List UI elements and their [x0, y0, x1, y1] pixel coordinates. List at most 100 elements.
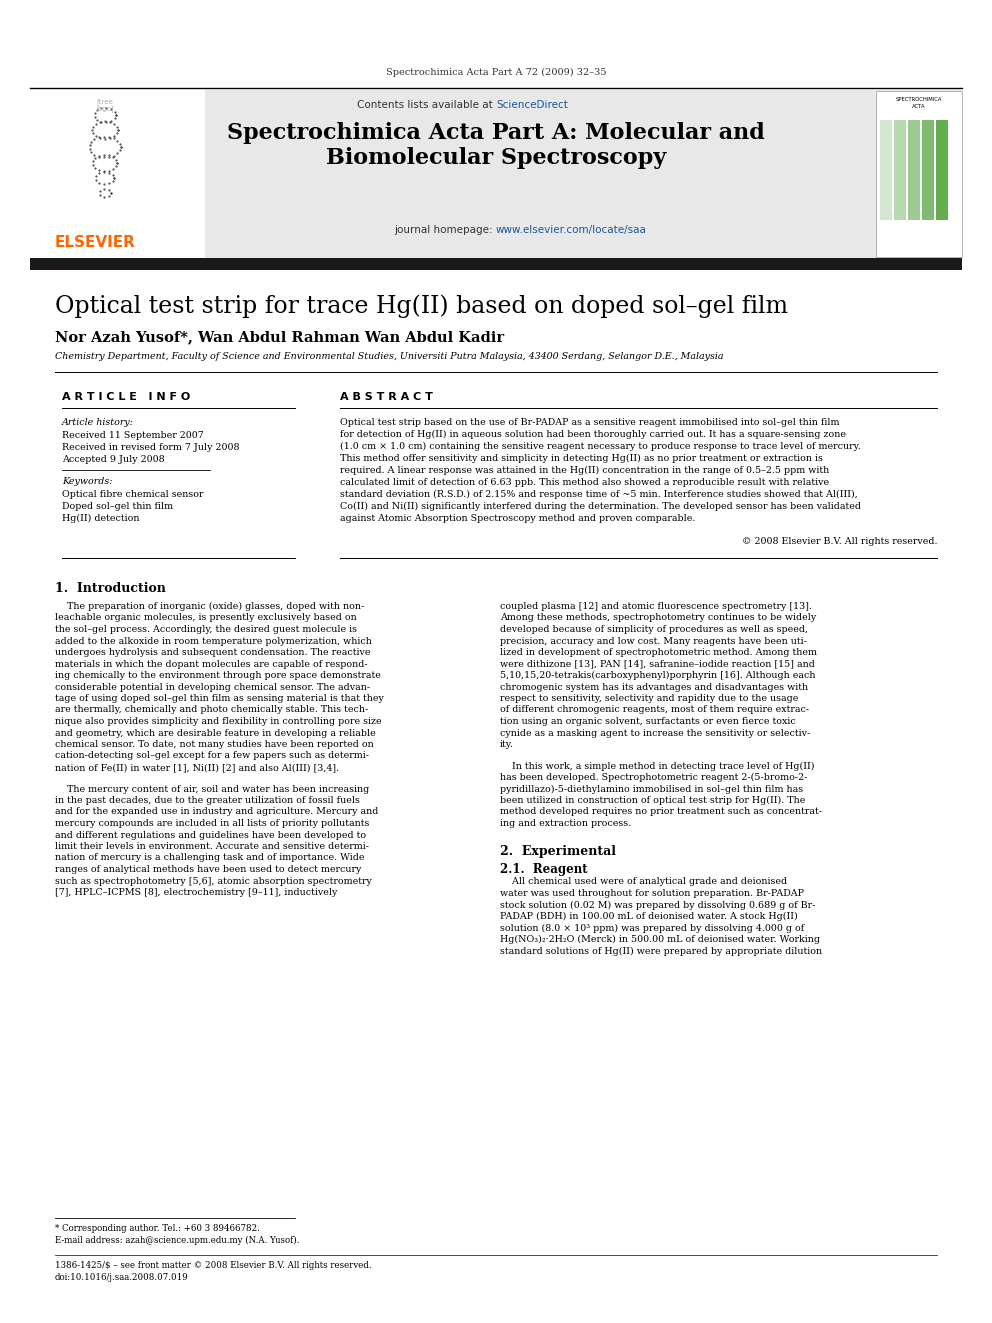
Text: nique also provides simplicity and flexibility in controlling pore size: nique also provides simplicity and flexi…	[55, 717, 382, 726]
Point	[85, 123, 101, 144]
Text: were dithizone [13], PAN [14], safranine–iodide reaction [15] and: were dithizone [13], PAN [14], safranine…	[500, 659, 814, 668]
Point	[112, 140, 128, 161]
Text: [tree
logo]: [tree logo]	[96, 98, 114, 112]
Text: pyridillazo)-5-diethylamino immobilised in sol–gel thin film has: pyridillazo)-5-diethylamino immobilised …	[500, 785, 804, 794]
Point	[85, 153, 101, 175]
Point	[108, 105, 124, 126]
Text: Accepted 9 July 2008: Accepted 9 July 2008	[62, 455, 165, 464]
Text: ing and extraction process.: ing and extraction process.	[500, 819, 631, 828]
Text: Co(II) and Ni(II) significantly interfered during the determination. The develop: Co(II) and Ni(II) significantly interfer…	[340, 501, 861, 511]
Point	[104, 171, 120, 192]
Point	[85, 116, 101, 138]
Point	[92, 111, 108, 132]
Point	[109, 130, 125, 151]
Bar	[880, 120, 892, 220]
Text: SPECTROCHIMICA: SPECTROCHIMICA	[896, 97, 942, 102]
Point	[86, 103, 102, 124]
Text: Doped sol–gel thin film: Doped sol–gel thin film	[62, 501, 174, 511]
Point	[97, 128, 113, 149]
Text: ity.: ity.	[500, 740, 514, 749]
Point	[84, 119, 100, 140]
Text: Chemistry Department, Faculty of Science and Environmental Studies, Universiti P: Chemistry Department, Faculty of Science…	[55, 352, 723, 361]
Point	[108, 149, 124, 171]
Text: leachable organic molecules, is presently exclusively based on: leachable organic molecules, is presentl…	[55, 614, 357, 623]
Text: In this work, a simple method in detecting trace level of Hg(II): In this work, a simple method in detecti…	[500, 762, 814, 770]
Point	[105, 128, 121, 149]
Point	[101, 180, 117, 201]
Point	[89, 110, 105, 131]
Point	[87, 157, 103, 179]
Point	[108, 156, 124, 177]
Point	[101, 147, 117, 168]
Text: standard deviation (R.S.D.) of 2.15% and response time of ~5 min. Interference s: standard deviation (R.S.D.) of 2.15% and…	[340, 490, 858, 499]
Text: ACTA: ACTA	[913, 105, 926, 108]
Text: has been developed. Spectrophotometric reagent 2-(5-bromo-2-: has been developed. Spectrophotometric r…	[500, 773, 807, 782]
Text: The mercury content of air, soil and water has been increasing: The mercury content of air, soil and wat…	[55, 785, 369, 794]
Point	[91, 146, 107, 167]
Point	[83, 142, 99, 163]
Point	[105, 159, 121, 180]
Text: mercury compounds are included in all lists of priority pollutants: mercury compounds are included in all li…	[55, 819, 369, 828]
Bar	[30, 258, 962, 270]
Point	[106, 101, 122, 122]
Point	[96, 126, 112, 147]
Bar	[894, 120, 906, 220]
Text: materials in which the dopant molecules are capable of respond-: materials in which the dopant molecules …	[55, 659, 368, 668]
Point	[109, 143, 125, 164]
Text: precision, accuracy and low cost. Many reagents have been uti-: precision, accuracy and low cost. Many r…	[500, 636, 806, 646]
Text: PADAP (BDH) in 100.00 mL of deionised water. A stock Hg(II): PADAP (BDH) in 100.00 mL of deionised wa…	[500, 912, 798, 921]
Point	[93, 111, 109, 132]
Text: and geometry, which are desirable feature in developing a reliable: and geometry, which are desirable featur…	[55, 729, 376, 737]
Text: 1.  Introduction: 1. Introduction	[55, 582, 166, 595]
Point	[106, 126, 122, 147]
Point	[92, 127, 108, 148]
Text: journal homepage:: journal homepage:	[394, 225, 496, 235]
Point	[85, 151, 101, 172]
Point	[98, 98, 114, 119]
Point	[101, 185, 117, 206]
Text: tion using an organic solvent, surfactants or even fierce toxic: tion using an organic solvent, surfactan…	[500, 717, 796, 726]
Text: calculated limit of detection of 6.63 ppb. This method also showed a reproducibl: calculated limit of detection of 6.63 pp…	[340, 478, 829, 487]
Text: added to the alkoxide in room temperature polymerization, which: added to the alkoxide in room temperatur…	[55, 636, 372, 646]
Point	[91, 159, 107, 180]
Point	[106, 107, 122, 128]
Text: Hg(NO₃)₂·2H₂O (Merck) in 500.00 mL of deionised water. Working: Hg(NO₃)₂·2H₂O (Merck) in 500.00 mL of de…	[500, 935, 820, 945]
Text: The preparation of inorganic (oxide) glasses, doped with non-: The preparation of inorganic (oxide) gla…	[55, 602, 364, 611]
Point	[101, 126, 117, 147]
Text: required. A linear response was attained in the Hg(II) concentration in the rang: required. A linear response was attained…	[340, 466, 829, 475]
Text: water was used throughout for solution preparation. Br-PADAP: water was used throughout for solution p…	[500, 889, 804, 898]
Text: All chemical used were of analytical grade and deionised: All chemical used were of analytical gra…	[500, 877, 787, 886]
Point	[113, 136, 129, 157]
Point	[113, 136, 129, 157]
Text: such as spectrophotometry [5,6], atomic absorption spectrometry: such as spectrophotometry [5,6], atomic …	[55, 877, 372, 885]
Text: Biomolecular Spectroscopy: Biomolecular Spectroscopy	[326, 147, 666, 169]
Point	[96, 144, 112, 165]
Point	[89, 99, 105, 120]
Point	[109, 152, 125, 173]
Text: standard solutions of Hg(II) were prepared by appropriate dilution: standard solutions of Hg(II) were prepar…	[500, 946, 822, 955]
Point	[109, 116, 125, 138]
Point	[106, 168, 122, 189]
Text: developed because of simplicity of procedures as well as speed,: developed because of simplicity of proce…	[500, 624, 808, 634]
Text: A B S T R A C T: A B S T R A C T	[340, 392, 433, 402]
Text: considerable potential in developing chemical sensor. The advan-: considerable potential in developing che…	[55, 683, 370, 692]
Bar	[876, 91, 962, 257]
Point	[108, 105, 124, 126]
Point	[93, 98, 109, 119]
Text: nation of mercury is a challenging task and of importance. Wide: nation of mercury is a challenging task …	[55, 853, 364, 863]
Text: and different regulations and guidelines have been developed to: and different regulations and guidelines…	[55, 831, 366, 840]
Text: 1386-1425/$ – see front matter © 2008 Elsevier B.V. All rights reserved.: 1386-1425/$ – see front matter © 2008 El…	[55, 1261, 372, 1270]
Point	[81, 135, 97, 156]
Text: of different chromogenic reagents, most of them require extrac-: of different chromogenic reagents, most …	[500, 705, 809, 714]
Point	[91, 163, 107, 184]
Text: Optical test strip based on the use of Br-PADAP as a sensitive reagent immobilis: Optical test strip based on the use of B…	[340, 418, 839, 427]
Text: ing chemically to the environment through pore space demonstrate: ing chemically to the environment throug…	[55, 671, 381, 680]
Text: in the past decades, due to the greater utilization of fossil fuels: in the past decades, due to the greater …	[55, 796, 360, 804]
Point	[91, 172, 107, 193]
Point	[81, 138, 97, 159]
Text: (1.0 cm × 1.0 cm) containing the sensitive reagent necessary to produce response: (1.0 cm × 1.0 cm) containing the sensiti…	[340, 442, 861, 451]
Text: * Corresponding author. Tel.: +60 3 89466782.: * Corresponding author. Tel.: +60 3 8946…	[55, 1224, 260, 1233]
Point	[96, 147, 112, 168]
Text: chromogenic system has its advantages and disadvantages with: chromogenic system has its advantages an…	[500, 683, 808, 692]
Text: Hg(II) detection: Hg(II) detection	[62, 515, 140, 523]
